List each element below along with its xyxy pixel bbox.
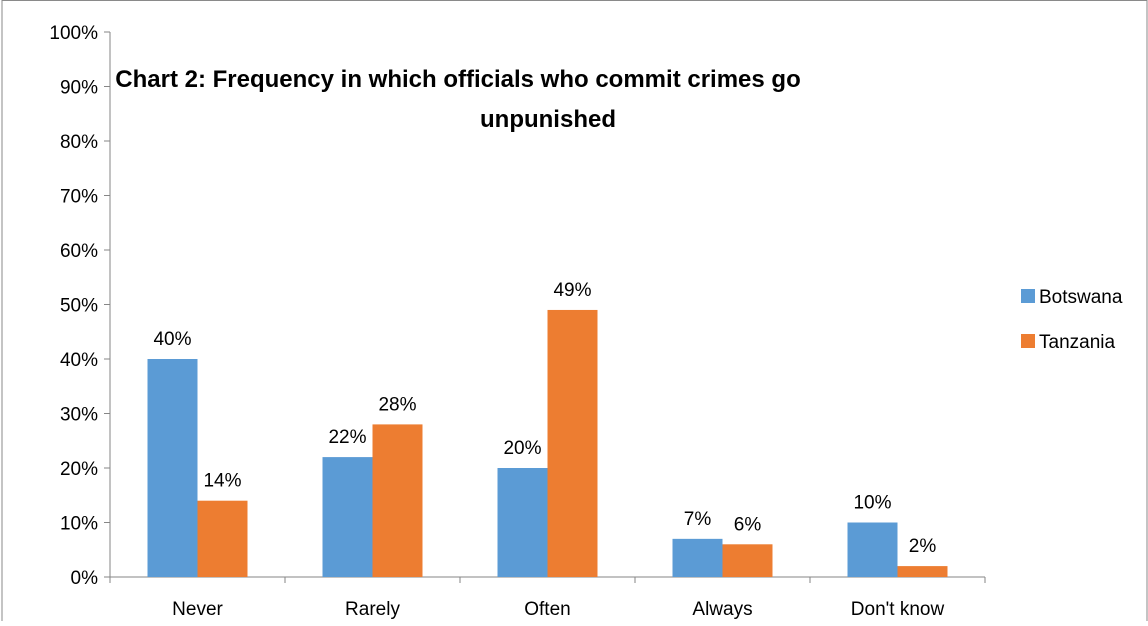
y-tick-label: 60% [60,241,98,262]
data-label-botswana: 20% [503,438,541,459]
x-category-label: Never [172,599,223,620]
y-tick-label: 10% [60,514,98,535]
bar-botswana [497,468,548,577]
x-category-label: Always [692,599,752,620]
bar-tanzania [372,424,423,577]
bar-tanzania [722,544,773,577]
data-label-tanzania: 28% [378,394,416,415]
x-category-label: Often [524,599,570,620]
y-tick-label: 70% [60,187,98,208]
bar-botswana [147,359,198,577]
data-label-tanzania: 49% [553,280,591,301]
legend-swatch-botswana [1021,289,1035,303]
legend-label-botswana: Botswana [1039,287,1123,308]
legend-label-tanzania: Tanzania [1039,332,1115,353]
legend: Botswana Tanzania [1021,287,1123,353]
x-category-label: Rarely [345,599,400,620]
y-tick-label: 20% [60,459,98,480]
data-label-botswana: 40% [153,329,191,350]
bar-tanzania [547,309,598,577]
y-tick-label: 100% [49,23,98,44]
y-tick-label: 0% [71,568,99,589]
data-label-tanzania: 2% [909,536,937,557]
bar-botswana [672,538,723,577]
data-label-botswana: 22% [328,427,366,448]
x-category-label: Don't know [851,599,945,620]
bar-tanzania [197,500,248,577]
data-label-botswana: 7% [684,509,712,530]
y-tick-label: 90% [60,78,98,99]
data-labels: 40% 22% 20% 7% 10% 14% 28% 49% 6% 2% [153,280,936,557]
chart-title-line-1: Chart 2: Frequency in which officials wh… [115,66,800,93]
bars [147,309,948,577]
y-tick-label: 50% [60,296,98,317]
y-tick-label: 80% [60,132,98,153]
bar-botswana [322,457,373,577]
data-label-tanzania: 14% [203,471,241,492]
data-label-botswana: 10% [853,493,891,514]
y-tick-label: 40% [60,350,98,371]
y-axis: 0% 10% 20% 30% 40% 50% 60% 70% 80% 90% 100% [49,23,111,589]
bar-tanzania [897,566,948,577]
legend-swatch-tanzania [1021,334,1035,348]
chart-title-line-2: unpunished [480,106,616,133]
y-tick-label: 30% [60,405,98,426]
data-label-tanzania: 6% [734,514,762,535]
bar-botswana [847,522,898,577]
